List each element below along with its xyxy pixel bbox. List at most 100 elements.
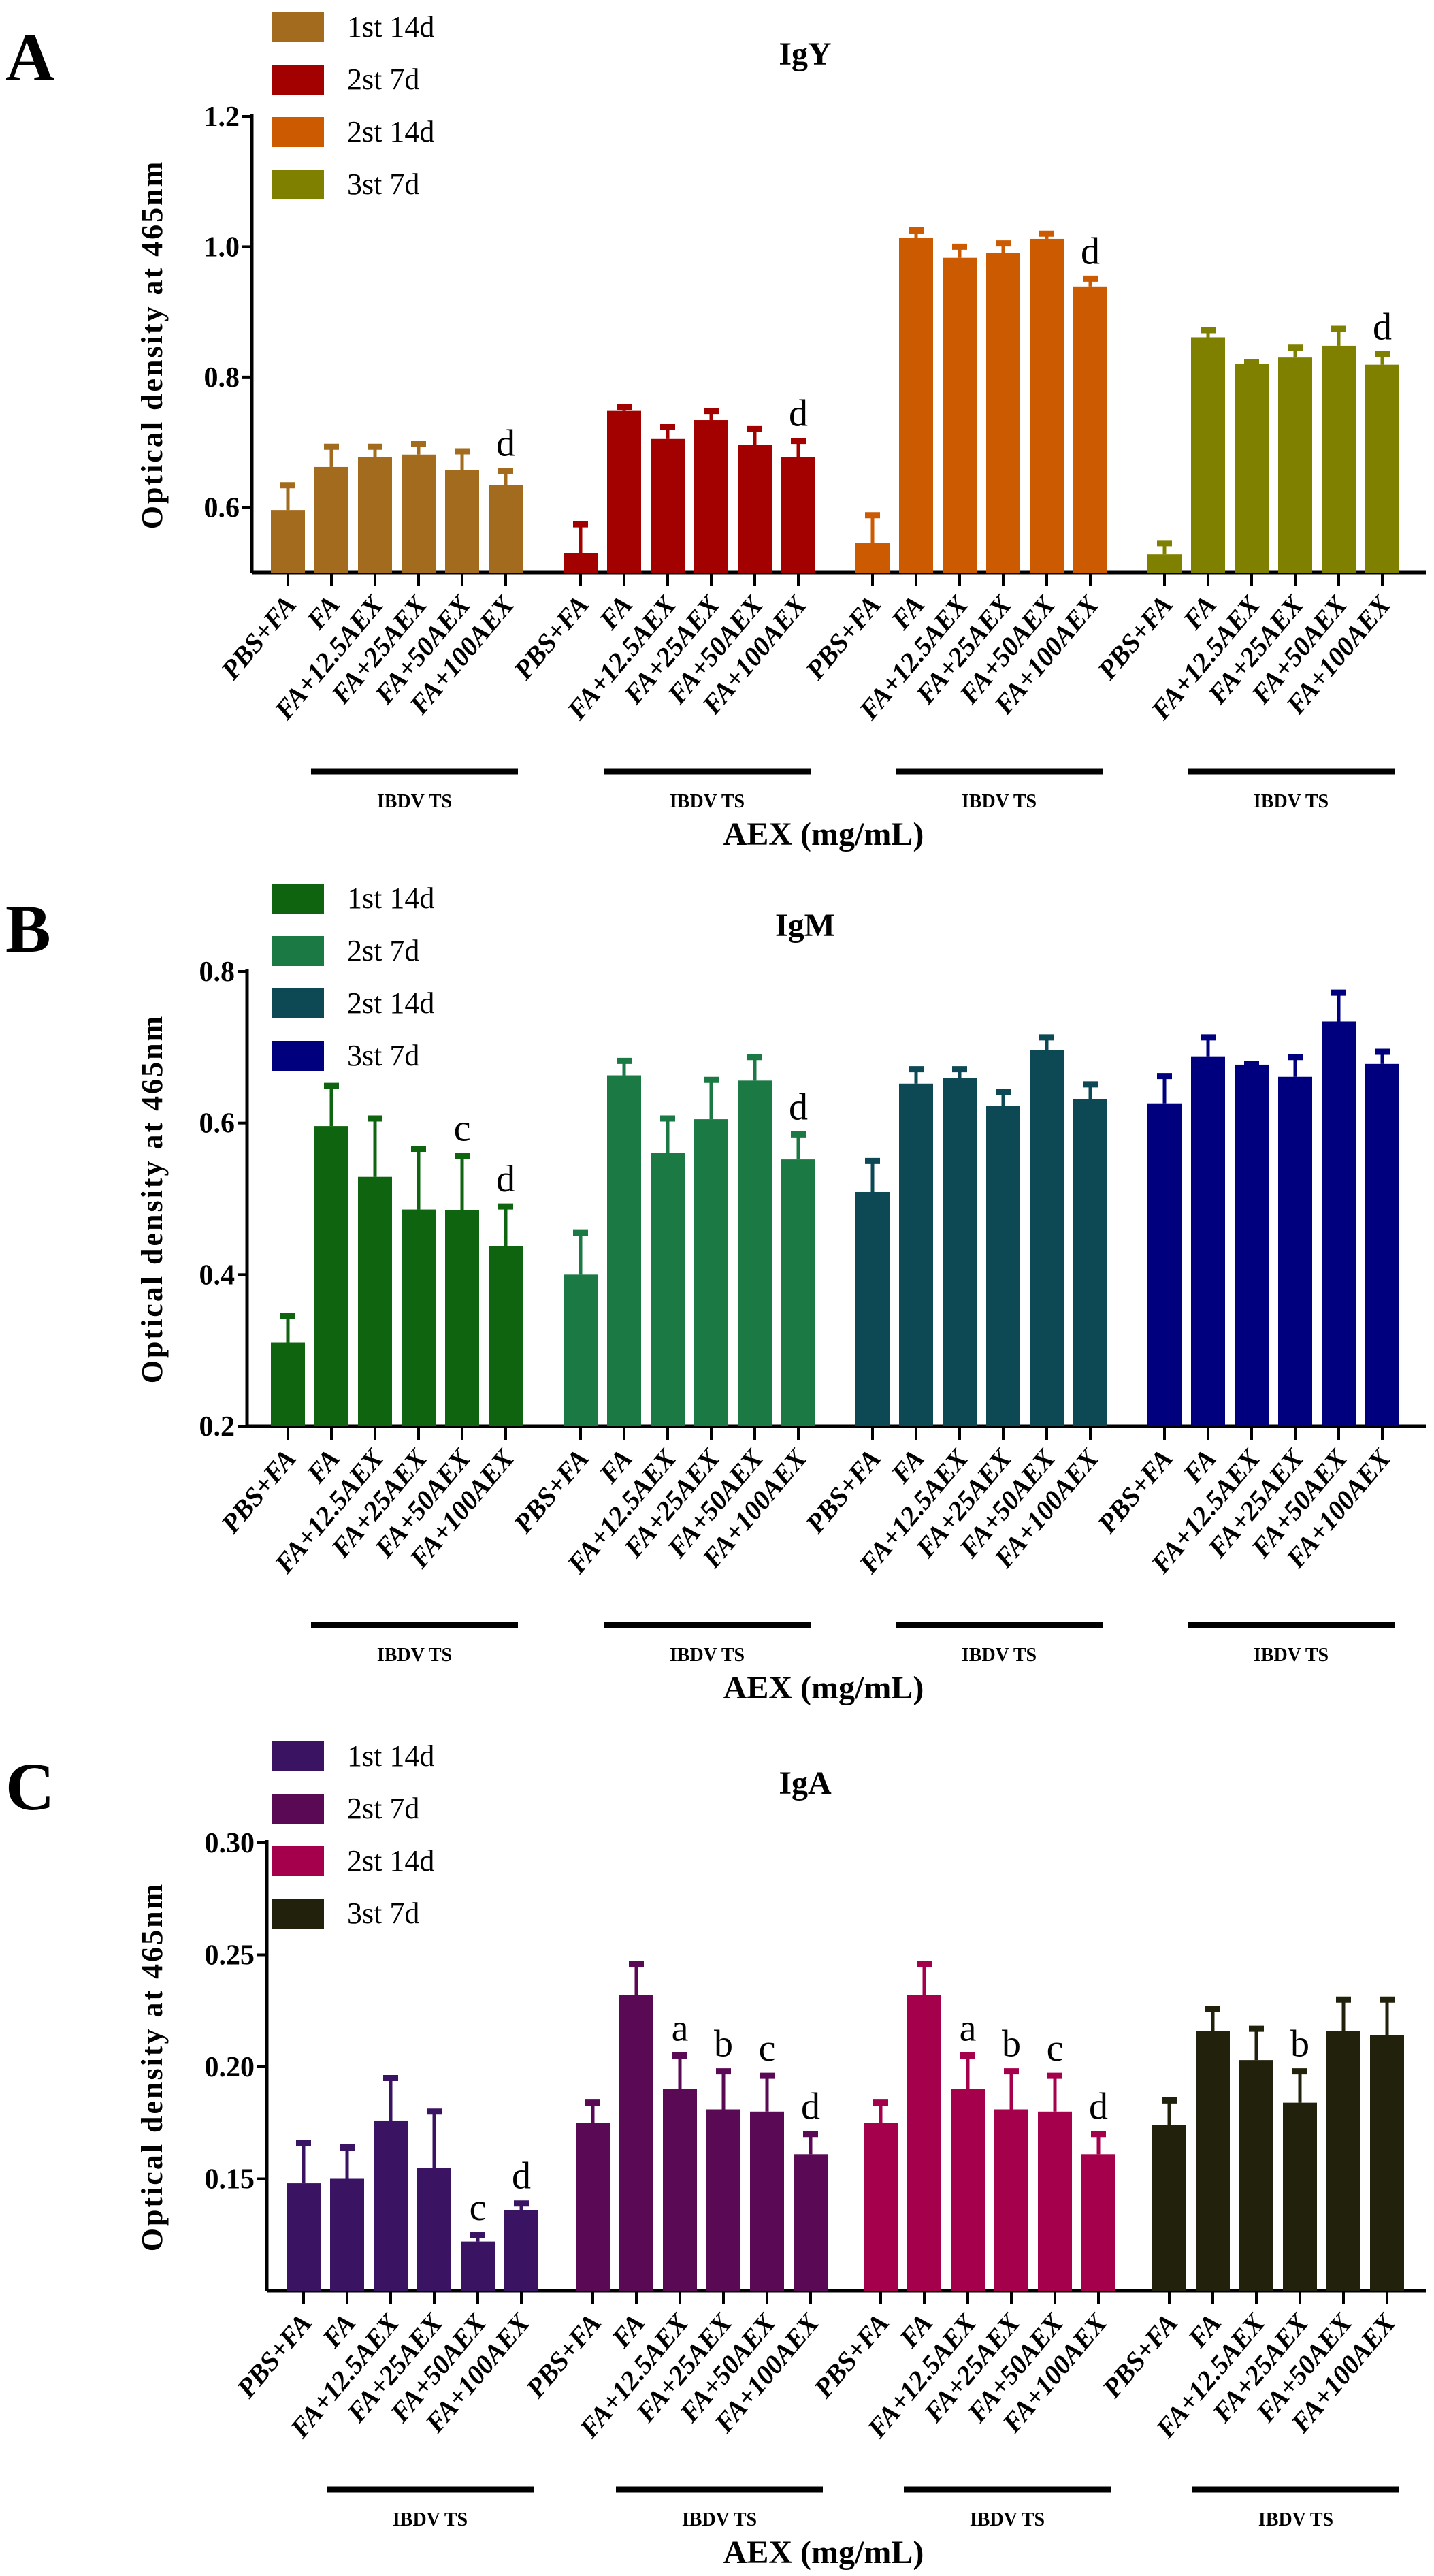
legend-swatch — [272, 988, 324, 1018]
y-tick-label: 0.8 — [199, 956, 235, 988]
significance-letter: a — [672, 2008, 689, 2050]
x-axis-label: AEX (mg/mL) — [723, 2534, 924, 2571]
legend-swatch — [272, 1041, 324, 1071]
significance-letter: c — [1047, 2027, 1064, 2070]
x-tick-label: PBS+FA — [807, 2308, 895, 2404]
bar — [1191, 1056, 1225, 1426]
significance-letter: d — [496, 1158, 515, 1200]
bar — [994, 2109, 1028, 2291]
group-label: IBDV TS — [670, 791, 745, 812]
significance-letter: d — [1089, 2086, 1108, 2128]
group-label: IBDV TS — [970, 2509, 1045, 2530]
significance-letter: b — [1290, 2023, 1309, 2065]
x-tick-label: PBS+FA — [214, 1443, 302, 1539]
legend-swatch — [272, 1899, 324, 1929]
bar — [1239, 2060, 1273, 2291]
bar — [951, 2089, 985, 2291]
legend-swatch — [272, 936, 324, 966]
bar — [1370, 2035, 1404, 2291]
x-axis-label: AEX (mg/mL) — [723, 816, 924, 852]
x-tick-label: PBS+FA — [1091, 1443, 1179, 1539]
chart-title: IgY — [779, 36, 831, 72]
x-tick-label: PBS+FA — [214, 590, 302, 686]
legend-swatch — [272, 65, 324, 95]
bar — [1365, 1063, 1399, 1426]
bar — [287, 2183, 321, 2291]
bar — [907, 1995, 941, 2291]
significance-letter: d — [789, 1086, 808, 1128]
chart-title: IgA — [779, 1765, 832, 1801]
significance-letter: c — [470, 2187, 487, 2229]
bar — [694, 1119, 728, 1426]
significance-letter: b — [714, 2023, 733, 2065]
bar — [1030, 1050, 1064, 1426]
bar — [694, 420, 728, 573]
bar — [1278, 357, 1312, 573]
bar — [899, 238, 933, 573]
bar — [489, 1246, 523, 1426]
y-axis-label: Optical density at 465nm — [135, 160, 169, 530]
group-label: IBDV TS — [962, 791, 1037, 812]
bar — [1081, 2154, 1115, 2291]
x-tick-label: PBS+FA — [799, 590, 887, 686]
significance-letter: c — [759, 2027, 776, 2070]
y-tick-label: 1.2 — [204, 101, 240, 133]
bar — [417, 2168, 451, 2291]
legend-label: 1st 14d — [347, 882, 434, 915]
bar — [1073, 1099, 1107, 1426]
bar — [1147, 554, 1182, 573]
legend-swatch — [272, 12, 324, 42]
bar — [943, 257, 977, 573]
group-label: IBDV TS — [377, 1645, 452, 1666]
bar — [1235, 364, 1269, 573]
group-label: IBDV TS — [1254, 1645, 1329, 1666]
bar — [855, 1191, 890, 1426]
bar — [564, 553, 598, 573]
y-tick-label: 0.25 — [205, 1940, 255, 1971]
legend-label: 3st 7d — [347, 1039, 419, 1072]
bar — [314, 1126, 348, 1426]
legend-label: 3st 7d — [347, 1897, 419, 1930]
bar — [986, 253, 1020, 573]
bar — [1365, 364, 1399, 573]
bar — [706, 2109, 740, 2291]
bar — [750, 2111, 784, 2291]
significance-letter: b — [1002, 2023, 1021, 2065]
bar — [271, 510, 305, 573]
x-tick-label: PBS+FA — [799, 1443, 887, 1539]
bar — [358, 457, 392, 573]
bar — [1322, 345, 1356, 573]
bar — [607, 410, 641, 573]
legend-label: 2st 7d — [347, 63, 419, 96]
significance-letter: d — [496, 423, 515, 465]
bar — [607, 1075, 641, 1426]
legend-swatch — [272, 117, 324, 147]
bar — [651, 1153, 685, 1426]
significance-letter: d — [1081, 230, 1100, 272]
group-label: IBDV TS — [377, 791, 452, 812]
bar — [855, 543, 890, 573]
significance-letter: d — [801, 2086, 820, 2128]
significance-letter: d — [512, 2155, 531, 2197]
bar — [738, 445, 772, 573]
y-tick-label: 0.6 — [199, 1108, 235, 1140]
bar — [1322, 1021, 1356, 1426]
bar — [402, 1209, 436, 1426]
bar — [1147, 1103, 1182, 1426]
x-axis-label: AEX (mg/mL) — [723, 1670, 924, 1706]
bar — [781, 457, 815, 573]
panel-label: C — [5, 1749, 54, 1824]
bar — [1030, 238, 1064, 573]
bar — [358, 1176, 392, 1426]
bar — [576, 2123, 610, 2291]
legend-label: 2st 14d — [347, 986, 434, 1020]
panel-label: A — [5, 20, 54, 95]
y-tick-label: 0.8 — [204, 362, 240, 393]
bar — [943, 1078, 977, 1426]
y-tick-label: 0.2 — [199, 1411, 235, 1443]
bar — [1283, 2102, 1317, 2291]
bar — [314, 466, 348, 573]
bar — [461, 2241, 495, 2291]
x-tick-label: PBS+FA — [507, 1443, 595, 1539]
